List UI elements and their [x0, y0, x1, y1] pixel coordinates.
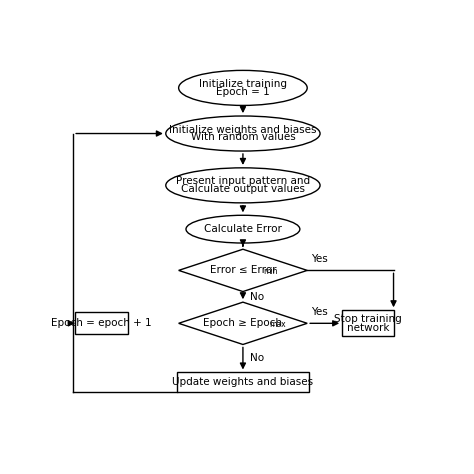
Text: Yes: Yes [311, 307, 328, 317]
Text: Update weights and biases: Update weights and biases [173, 377, 313, 387]
Polygon shape [179, 302, 307, 345]
Text: min: min [263, 267, 278, 276]
Text: Calculate output values: Calculate output values [181, 184, 305, 194]
Ellipse shape [186, 215, 300, 243]
Text: Calculate Error: Calculate Error [204, 224, 282, 234]
Text: Initialize weights and biases: Initialize weights and biases [169, 125, 317, 135]
Text: Epoch ≥ Epoch: Epoch ≥ Epoch [203, 319, 283, 328]
Text: No: No [250, 292, 264, 302]
Text: Yes: Yes [311, 254, 328, 264]
Text: No: No [250, 354, 264, 364]
Polygon shape [179, 249, 307, 292]
Text: max: max [269, 320, 286, 329]
Text: With random values: With random values [191, 132, 295, 142]
Text: Stop training: Stop training [334, 314, 401, 324]
Ellipse shape [166, 116, 320, 151]
Ellipse shape [179, 70, 307, 105]
Text: Error ≤ Error: Error ≤ Error [210, 265, 276, 275]
Text: Epoch = epoch + 1: Epoch = epoch + 1 [51, 319, 152, 328]
FancyBboxPatch shape [75, 312, 128, 334]
FancyBboxPatch shape [342, 310, 393, 337]
Text: Epoch = 1: Epoch = 1 [216, 87, 270, 97]
Text: Initialize training: Initialize training [199, 79, 287, 89]
Text: Present input pattern and: Present input pattern and [176, 176, 310, 186]
Text: network: network [346, 323, 389, 333]
Ellipse shape [166, 168, 320, 203]
FancyBboxPatch shape [177, 373, 309, 392]
